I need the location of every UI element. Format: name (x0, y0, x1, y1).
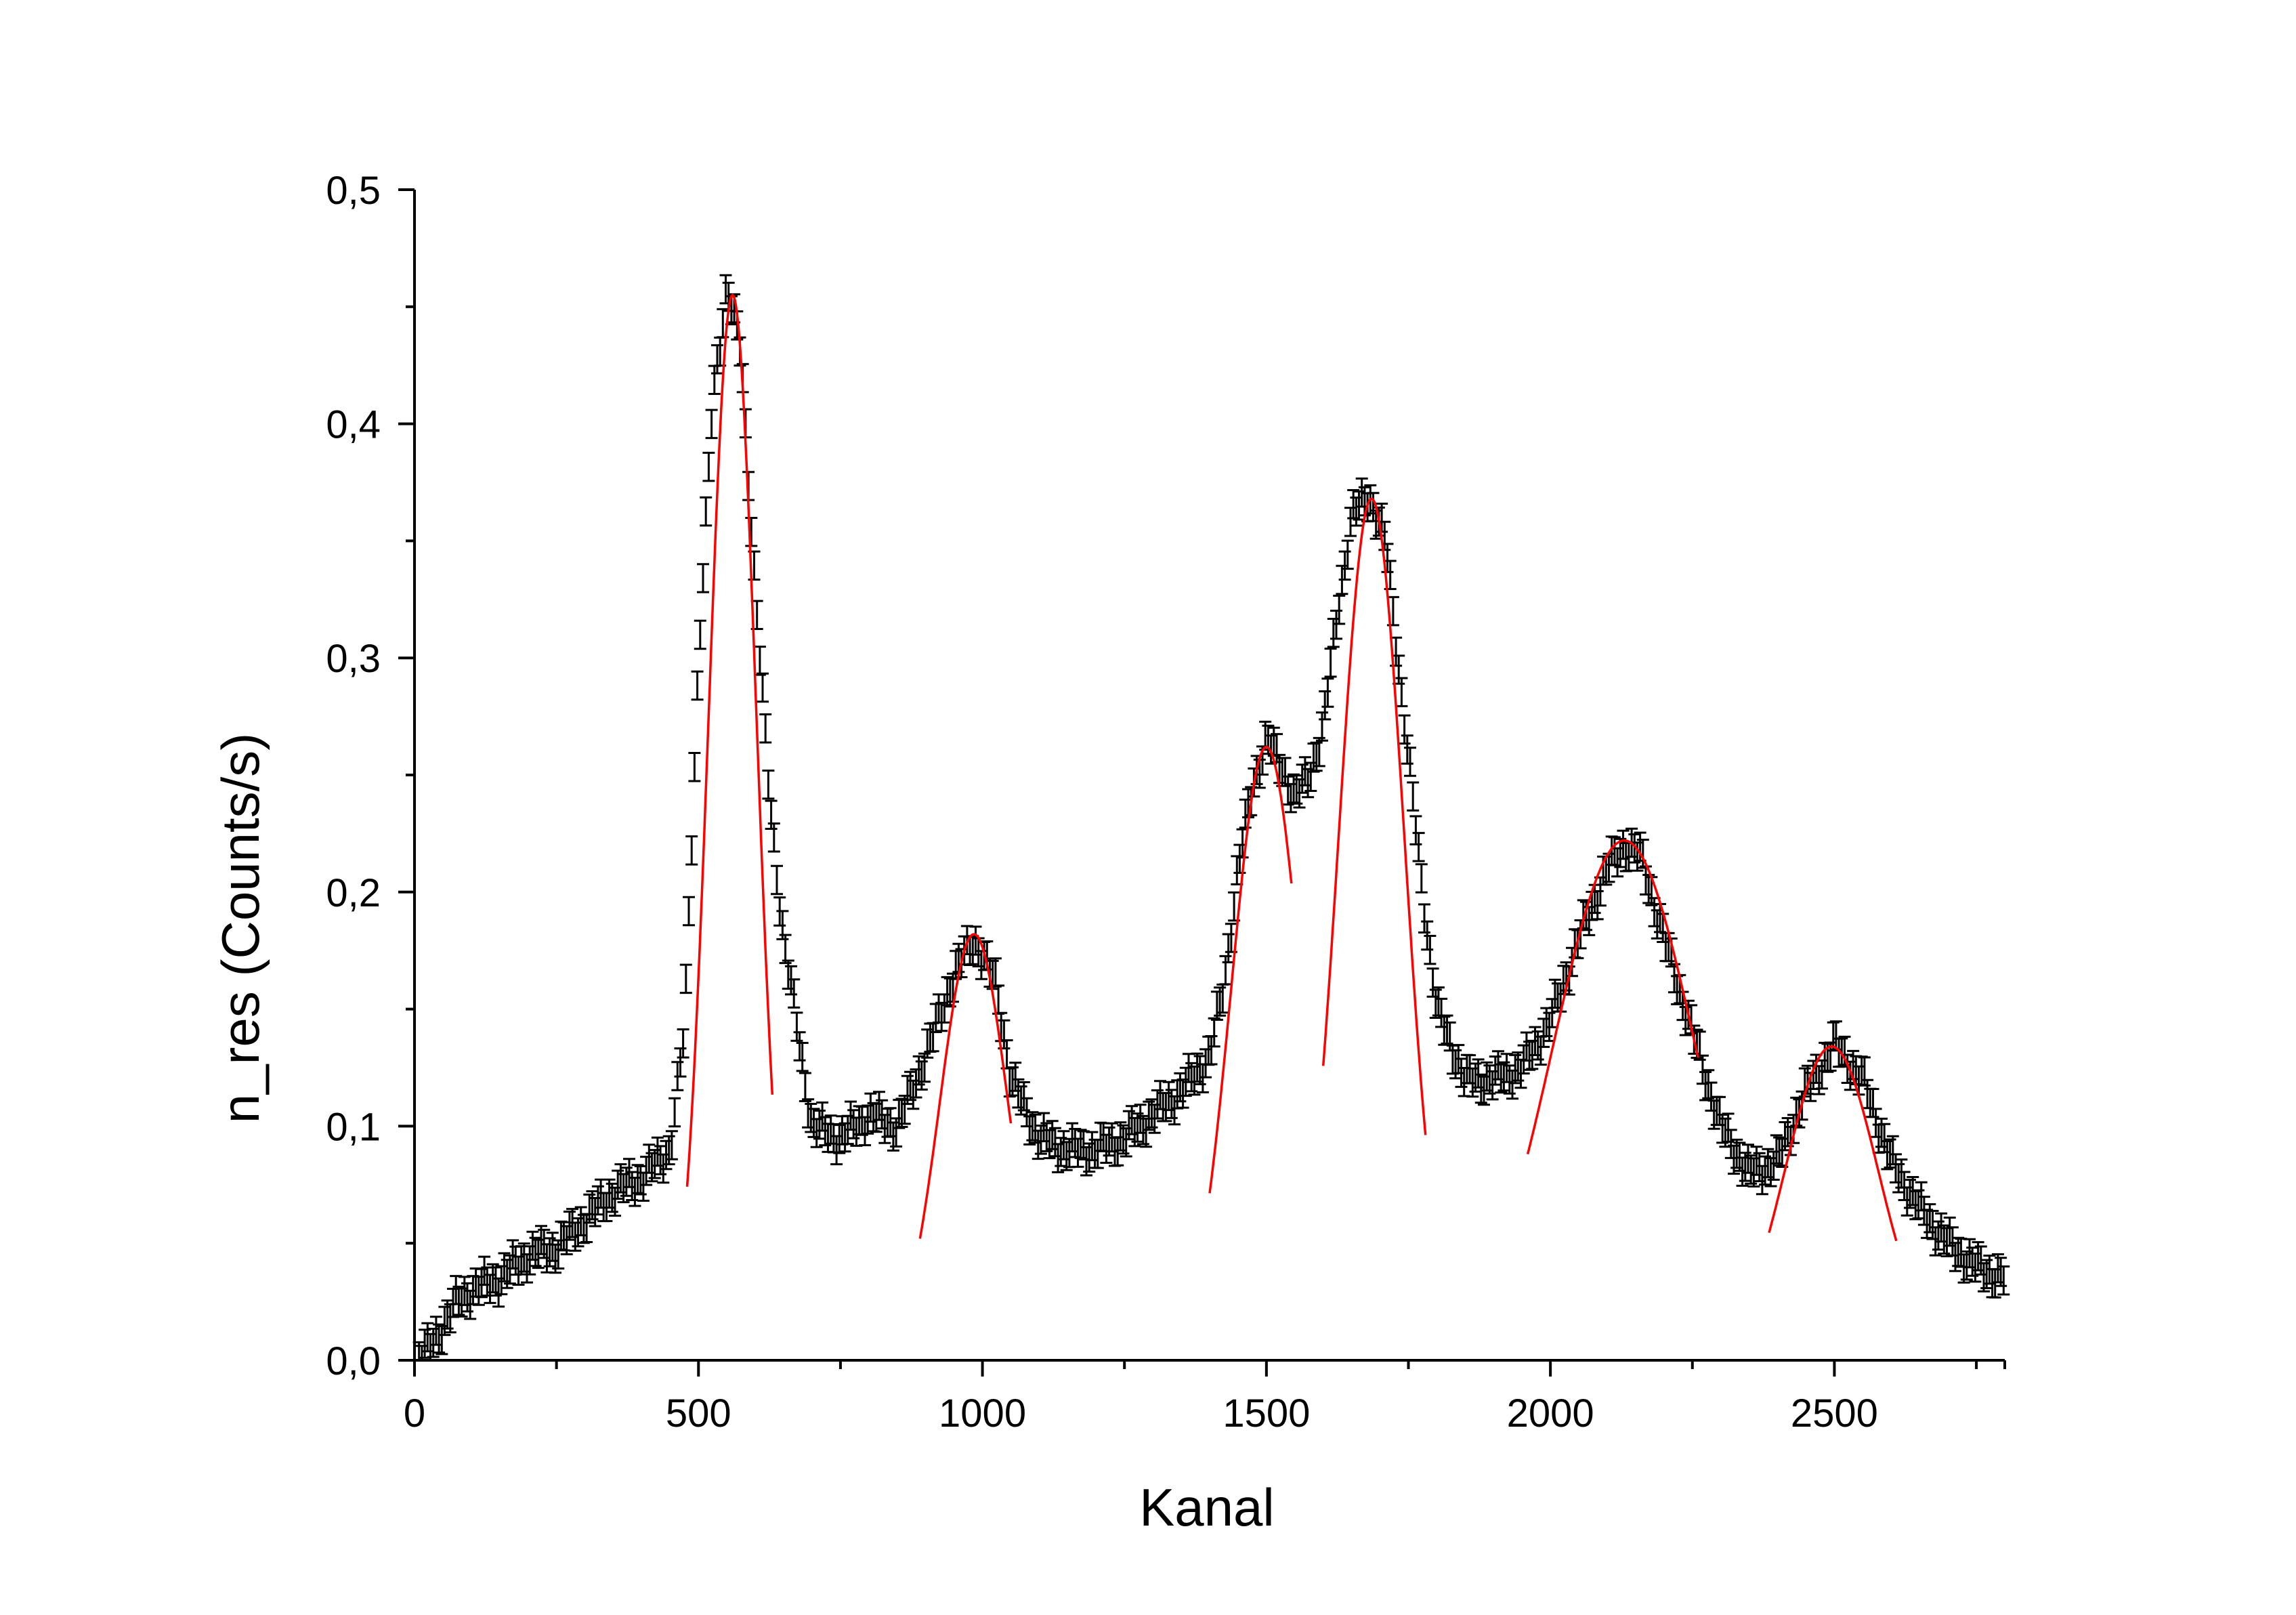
y-tick-label: 0,4 (326, 403, 381, 447)
x-axis-title: Kanal (1139, 1477, 1275, 1537)
x-tick-label: 500 (666, 1391, 731, 1435)
fit-curve-5 (1526, 839, 1699, 1155)
y-tick-label: 0,5 (326, 169, 381, 213)
x-tick-label: 2500 (1791, 1391, 1878, 1435)
x-tick-label: 2000 (1507, 1391, 1594, 1435)
tick-labels: 0 500 1000 1500 2000 2500 0,0 0,1 0,2 0,3 0,4 0,5 (326, 169, 1878, 1435)
fit-curve-6 (1768, 1045, 1898, 1242)
x-tick-label: 1500 (1223, 1391, 1310, 1435)
fit-curve-1 (685, 293, 774, 1187)
y-tick-label: 0,0 (326, 1339, 381, 1383)
fit-curves (685, 293, 1898, 1242)
y-tick-label: 0,3 (326, 637, 381, 681)
fit-curve-4 (1321, 497, 1427, 1135)
y-tick-label: 0,1 (326, 1105, 381, 1149)
error-bar-points (412, 274, 2010, 1362)
fit-curve-3 (1208, 745, 1293, 1194)
y-tick-label: 0,2 (326, 871, 381, 915)
x-tick-label: 0 (404, 1391, 425, 1435)
y-axis-title: n_res (Counts/s) (211, 733, 270, 1124)
x-tick-label: 1000 (939, 1391, 1026, 1435)
data-points (412, 274, 2010, 1362)
fit-curve-2 (918, 933, 1013, 1239)
tick-marks (398, 188, 2006, 1377)
